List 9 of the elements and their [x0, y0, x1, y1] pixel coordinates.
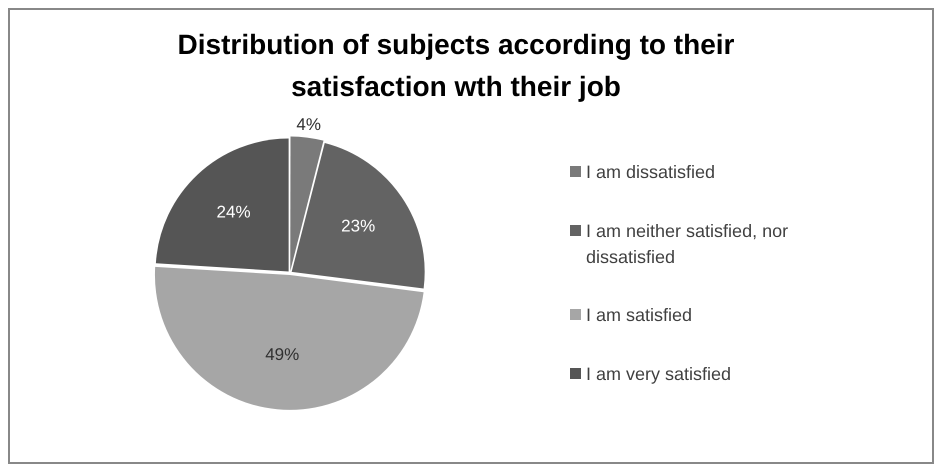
data-label: 24% — [216, 202, 251, 222]
chart-title: Distribution of subjects according to their satisfaction wth their job — [176, 28, 736, 104]
legend-label: I am neither satisfied, nor dissatisfied — [586, 220, 790, 269]
data-label: 23% — [341, 216, 376, 236]
legend-label: I am dissatisfied — [586, 161, 716, 184]
data-label: 4% — [296, 114, 321, 134]
legend-label: I am satisfied — [586, 304, 692, 328]
legend-label: I am very satisfied — [586, 362, 732, 386]
data-label: 49% — [265, 344, 300, 364]
